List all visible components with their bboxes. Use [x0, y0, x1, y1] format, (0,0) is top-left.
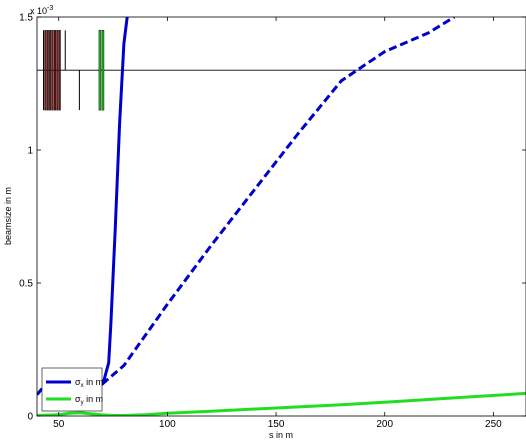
- series-sigma-x-dashed-line: [101, 17, 456, 386]
- legend-sigma-x-main: σ: [75, 377, 81, 387]
- y-tick-label: 1: [27, 146, 33, 157]
- magnet-quad-8: [101, 30, 105, 111]
- legend-label-sigma-x: σx in m: [75, 377, 103, 389]
- series-sigma-y-line: [37, 391, 526, 416]
- axes-layer: 50 100 150 200 250 0 0.5 1 1.5 s in m beamsize …: [3, 5, 526, 440]
- magnet-dipole-0: [44, 30, 47, 111]
- magnet-quad-7: [98, 30, 102, 111]
- legend-sigma-y-rest: in m: [84, 394, 104, 404]
- exponent-power: -3: [47, 5, 53, 12]
- y-ticks: 0 0.5 1 1.5: [19, 13, 526, 423]
- x-tick-label: 150: [268, 419, 285, 430]
- y-tick-label: 1.5: [19, 13, 33, 24]
- legend-sigma-y-sub: y: [81, 400, 84, 406]
- y-tick-label: 0: [27, 412, 33, 423]
- x-tick-label: 100: [159, 419, 176, 430]
- legend: σx in m σy in m: [41, 367, 103, 412]
- magnet-dipole-5: [56, 30, 59, 111]
- exponent-label: x 10-3: [30, 5, 53, 16]
- magnet-dipole-4: [53, 30, 56, 111]
- x-ticks: 50 100 150 200 250: [53, 17, 502, 430]
- x-tick-label: 50: [53, 419, 65, 430]
- magnet-dipole-6: [58, 30, 61, 111]
- magnet-dipole-3: [51, 30, 54, 111]
- legend-sigma-x-sub: x: [81, 383, 84, 389]
- y-axis-label: beamsize in m: [3, 187, 13, 245]
- x-tick-label: 250: [485, 419, 502, 430]
- legend-box: [41, 367, 103, 412]
- x-axis-label: s in m: [269, 430, 293, 440]
- plot-frame: [36, 16, 526, 417]
- magnet-dipole-1: [46, 30, 49, 111]
- legend-sigma-x-rest: in m: [84, 377, 104, 387]
- data-layer: [37, 17, 526, 416]
- magnet-dipole-2: [49, 30, 52, 111]
- legend-sigma-y-main: σ: [75, 394, 81, 404]
- x-tick-label: 200: [376, 419, 393, 430]
- y-tick-label: 0.5: [19, 279, 33, 290]
- exponent-base: x 10: [30, 6, 47, 16]
- legend-label-sigma-y: σy in m: [75, 394, 103, 406]
